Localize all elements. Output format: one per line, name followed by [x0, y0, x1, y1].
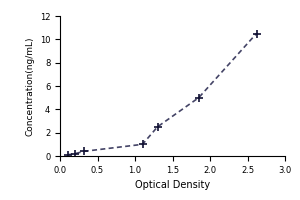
Y-axis label: Concentration(ng/mL): Concentration(ng/mL) [25, 36, 34, 136]
X-axis label: Optical Density: Optical Density [135, 180, 210, 190]
